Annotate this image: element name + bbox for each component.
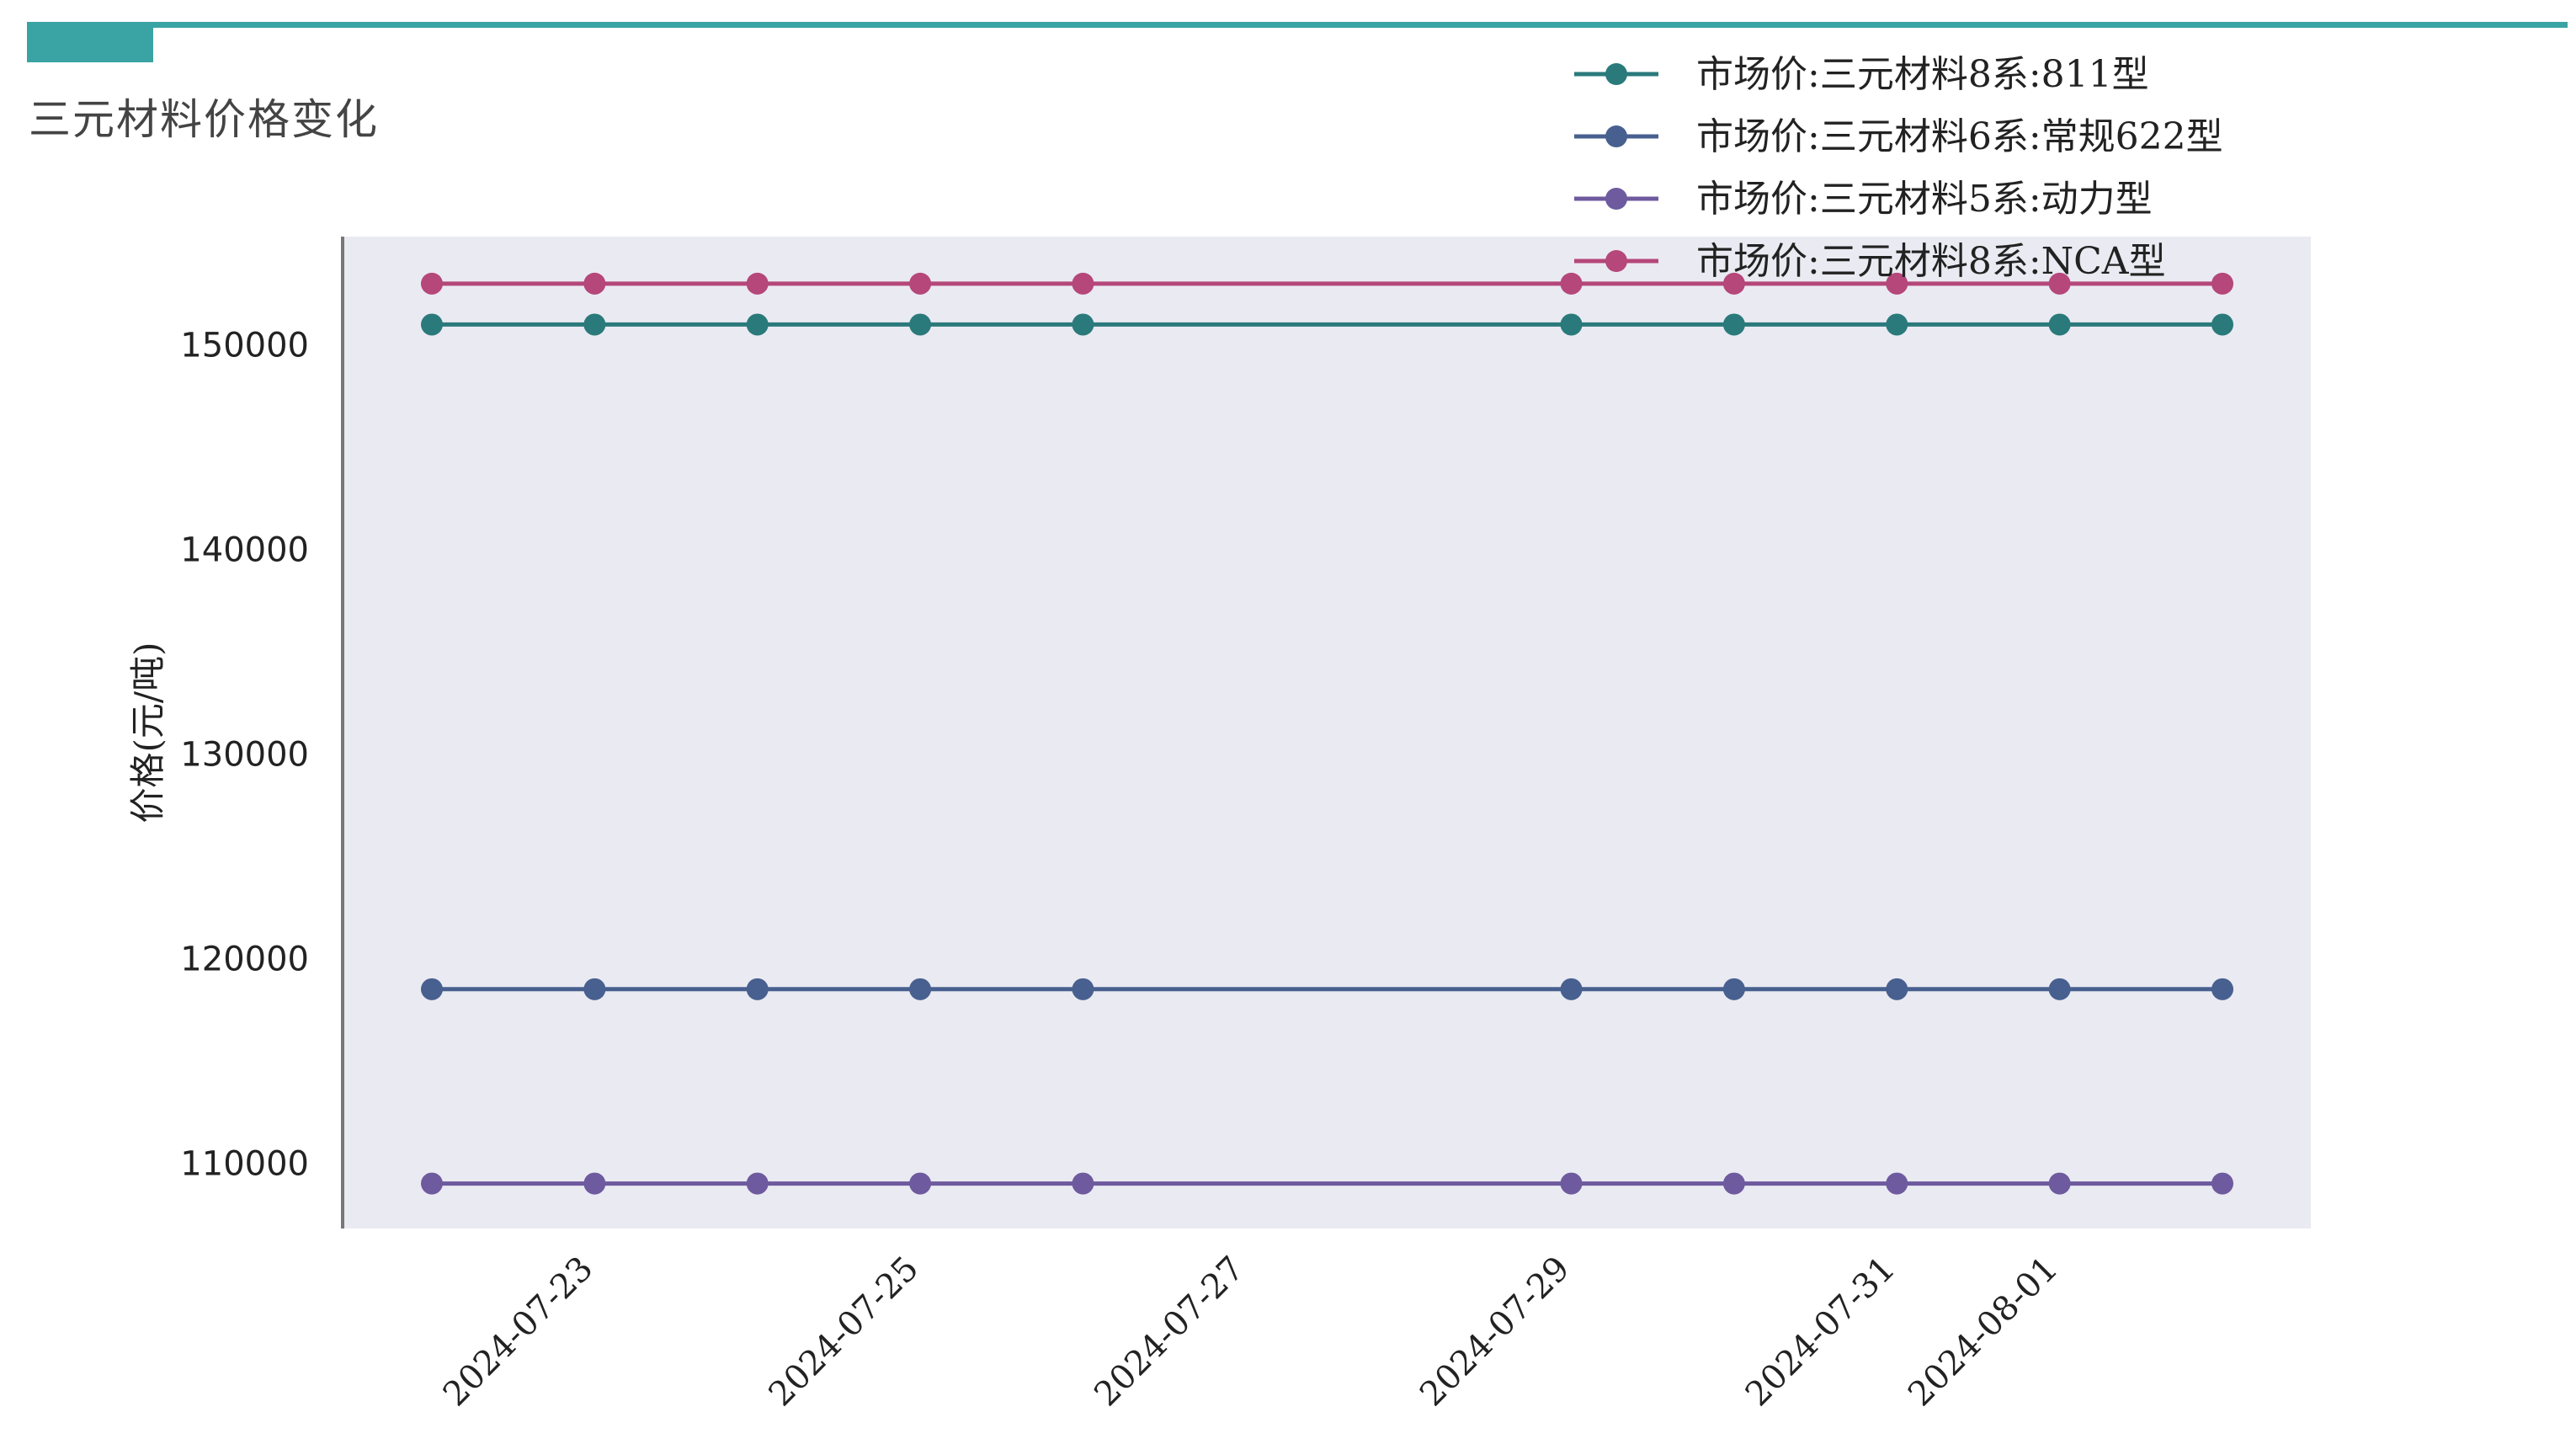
data-point [1560,313,1583,336]
data-point [1072,1172,1094,1195]
data-point [1072,272,1094,295]
data-point [746,313,769,336]
data-point [2211,313,2233,336]
top-accent-tab [27,22,153,62]
data-point [1886,272,1908,295]
data-point [746,1172,769,1195]
data-point [1722,272,1745,295]
x-tick-label: 2024-07-23 [436,1250,601,1415]
data-point [2048,313,2071,336]
data-point [421,978,443,1000]
data-point [746,978,769,1000]
legend-swatch-marker [1605,125,1627,147]
x-tick-label: 2024-08-01 [1901,1250,2066,1415]
y-axis-label: 价格(元/吨) [127,642,168,823]
y-tick-label: 130000 [180,736,309,775]
data-point [1560,978,1583,1000]
data-point [583,978,606,1000]
x-tick-label: 2024-07-31 [1738,1250,1903,1415]
plot-background [343,237,2311,1228]
data-point [909,272,932,295]
data-point [1722,313,1745,336]
data-point [421,272,443,295]
data-point [2211,978,2233,1000]
data-point [1560,272,1583,295]
x-tick-label: 2024-07-25 [762,1250,927,1415]
data-point [909,1172,932,1195]
y-tick-labels: 110000 120000 130000 140000 150000 [180,327,309,1184]
data-point [746,272,769,295]
data-point [1886,1172,1908,1195]
y-tick-label: 110000 [180,1144,309,1183]
data-point [1722,1172,1745,1195]
data-point [2048,978,2071,1000]
data-point [2048,272,2071,295]
data-point [421,313,443,336]
y-tick-label: 140000 [180,531,309,570]
top-accent-rule [27,22,2568,28]
y-tick-label: 120000 [180,940,309,978]
legend-label: 市场价:三元材料8系:811型 [1696,53,2149,96]
data-point [1560,1172,1583,1195]
data-point [2048,1172,2071,1195]
legend: 市场价:三元材料8系:811型市场价:三元材料6系:常规622型市场价:三元材料… [1574,53,2223,283]
data-point [2211,1172,2233,1195]
data-point [583,313,606,336]
legend-swatch-marker [1605,188,1627,210]
data-point [1886,978,1908,1000]
data-point [1072,978,1094,1000]
data-point [909,978,932,1000]
legend-label: 市场价:三元材料6系:常规622型 [1696,115,2223,158]
x-tick-label: 2024-07-29 [1413,1250,1578,1415]
data-point [1722,978,1745,1000]
legend-label: 市场价:三元材料5系:动力型 [1696,178,2153,221]
legend-label: 市场价:三元材料8系:NCA型 [1696,240,2166,283]
legend-swatch-marker [1605,63,1627,85]
x-tick-labels: 2024-07-23 2024-07-25 2024-07-27 2024-07-29… [436,1250,2066,1415]
legend-swatch-marker [1605,250,1627,272]
data-point [1886,313,1908,336]
data-point [1072,313,1094,336]
x-tick-label: 2024-07-27 [1087,1250,1252,1415]
page-title: 三元材料价格变化 [29,95,379,144]
series-layer [421,272,2233,1195]
data-point [583,272,606,295]
data-point [421,1172,443,1195]
data-point [909,313,932,336]
data-point [2211,272,2233,295]
data-point [583,1172,606,1195]
y-tick-label: 150000 [180,327,309,365]
